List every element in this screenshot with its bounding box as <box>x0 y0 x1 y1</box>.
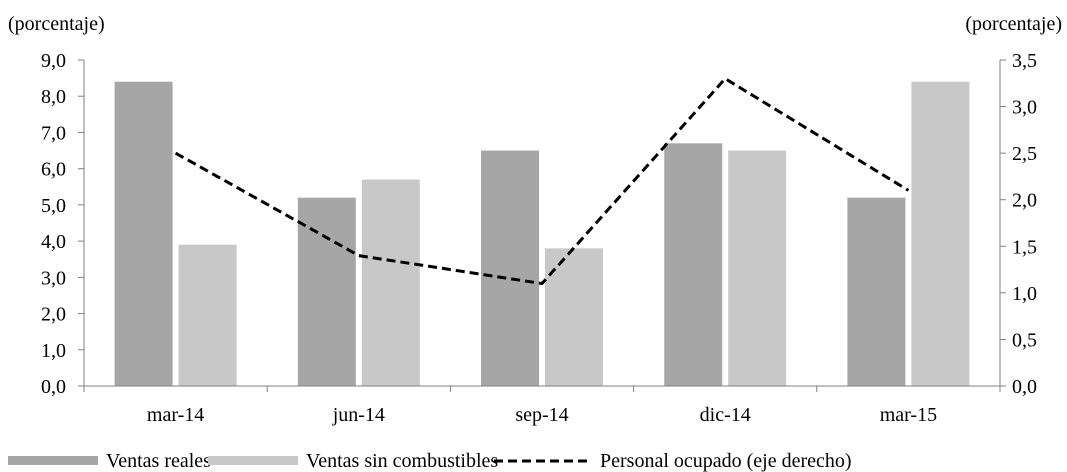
right-tick-label: 0,5 <box>1012 329 1037 351</box>
bar-jun-14-ventas-reales <box>297 197 356 386</box>
x-tick-label: sep-14 <box>515 404 568 426</box>
right-tick-label: 2,5 <box>1012 143 1037 165</box>
bar-jun-14-ventas-sin-combustibles <box>361 179 420 386</box>
bar-mar-15-ventas-sin-combustibles <box>911 81 970 386</box>
right-tick-label: 2,0 <box>1012 190 1037 212</box>
left-tick-label: 0,0 <box>41 376 66 398</box>
legend-swatch-ventas-reales <box>8 456 98 465</box>
bar-dic-14-ventas-sin-combustibles <box>728 150 787 386</box>
x-tick-label: jun-14 <box>332 404 385 426</box>
bar-mar-14-ventas-reales <box>114 81 173 386</box>
left-tick-label: 6,0 <box>41 159 66 181</box>
left-tick-label: 1,0 <box>41 340 66 362</box>
left-tick-label: 4,0 <box>41 231 66 253</box>
plot-area: 0,0 1,0 2,0 3,0 4,0 5,0 6,0 7,0 8,0 9,0 0,0 0,5 1,0 1… <box>41 50 1037 426</box>
left-tick-label: 8,0 <box>41 86 66 108</box>
legend-swatch-ventas-sin-combustibles <box>208 456 298 465</box>
bar-mar-15-ventas-reales <box>847 197 906 386</box>
left-axis-label: (porcentaje) <box>8 13 105 35</box>
legend: Ventas reales Ventas sin combustibles Pers… <box>8 450 852 472</box>
bar-dic-14-ventas-reales <box>664 143 723 386</box>
bar-sep-14-ventas-reales <box>481 150 539 386</box>
right-tick-label: 0,0 <box>1012 376 1037 398</box>
left-tick-label: 7,0 <box>41 122 66 144</box>
x-tick-label: mar-14 <box>147 404 204 426</box>
legend-label: Personal ocupado (eje derecho) <box>600 450 852 472</box>
right-tick-label: 3,5 <box>1012 50 1037 72</box>
legend-label: Ventas reales <box>106 450 211 472</box>
left-tick-label: 2,0 <box>41 304 66 326</box>
line-point-dic-14 <box>725 78 726 79</box>
line-personal-ocupado <box>174 76 910 286</box>
right-axis-label: (porcentaje) <box>965 13 1062 35</box>
right-tick-label: 1,0 <box>1012 283 1037 305</box>
bar-mar-14-ventas-sin-combustibles <box>178 244 237 386</box>
x-tick-label: dic-14 <box>700 404 751 426</box>
legend-label: Ventas sin combustibles <box>306 450 498 472</box>
left-tick-label: 9,0 <box>41 50 66 72</box>
right-tick-label: 3,0 <box>1012 97 1037 119</box>
left-tick-label: 5,0 <box>41 195 66 217</box>
left-tick-label: 3,0 <box>41 267 66 289</box>
x-tick-label: mar-15 <box>880 404 937 426</box>
right-tick-label: 1,5 <box>1012 236 1037 258</box>
